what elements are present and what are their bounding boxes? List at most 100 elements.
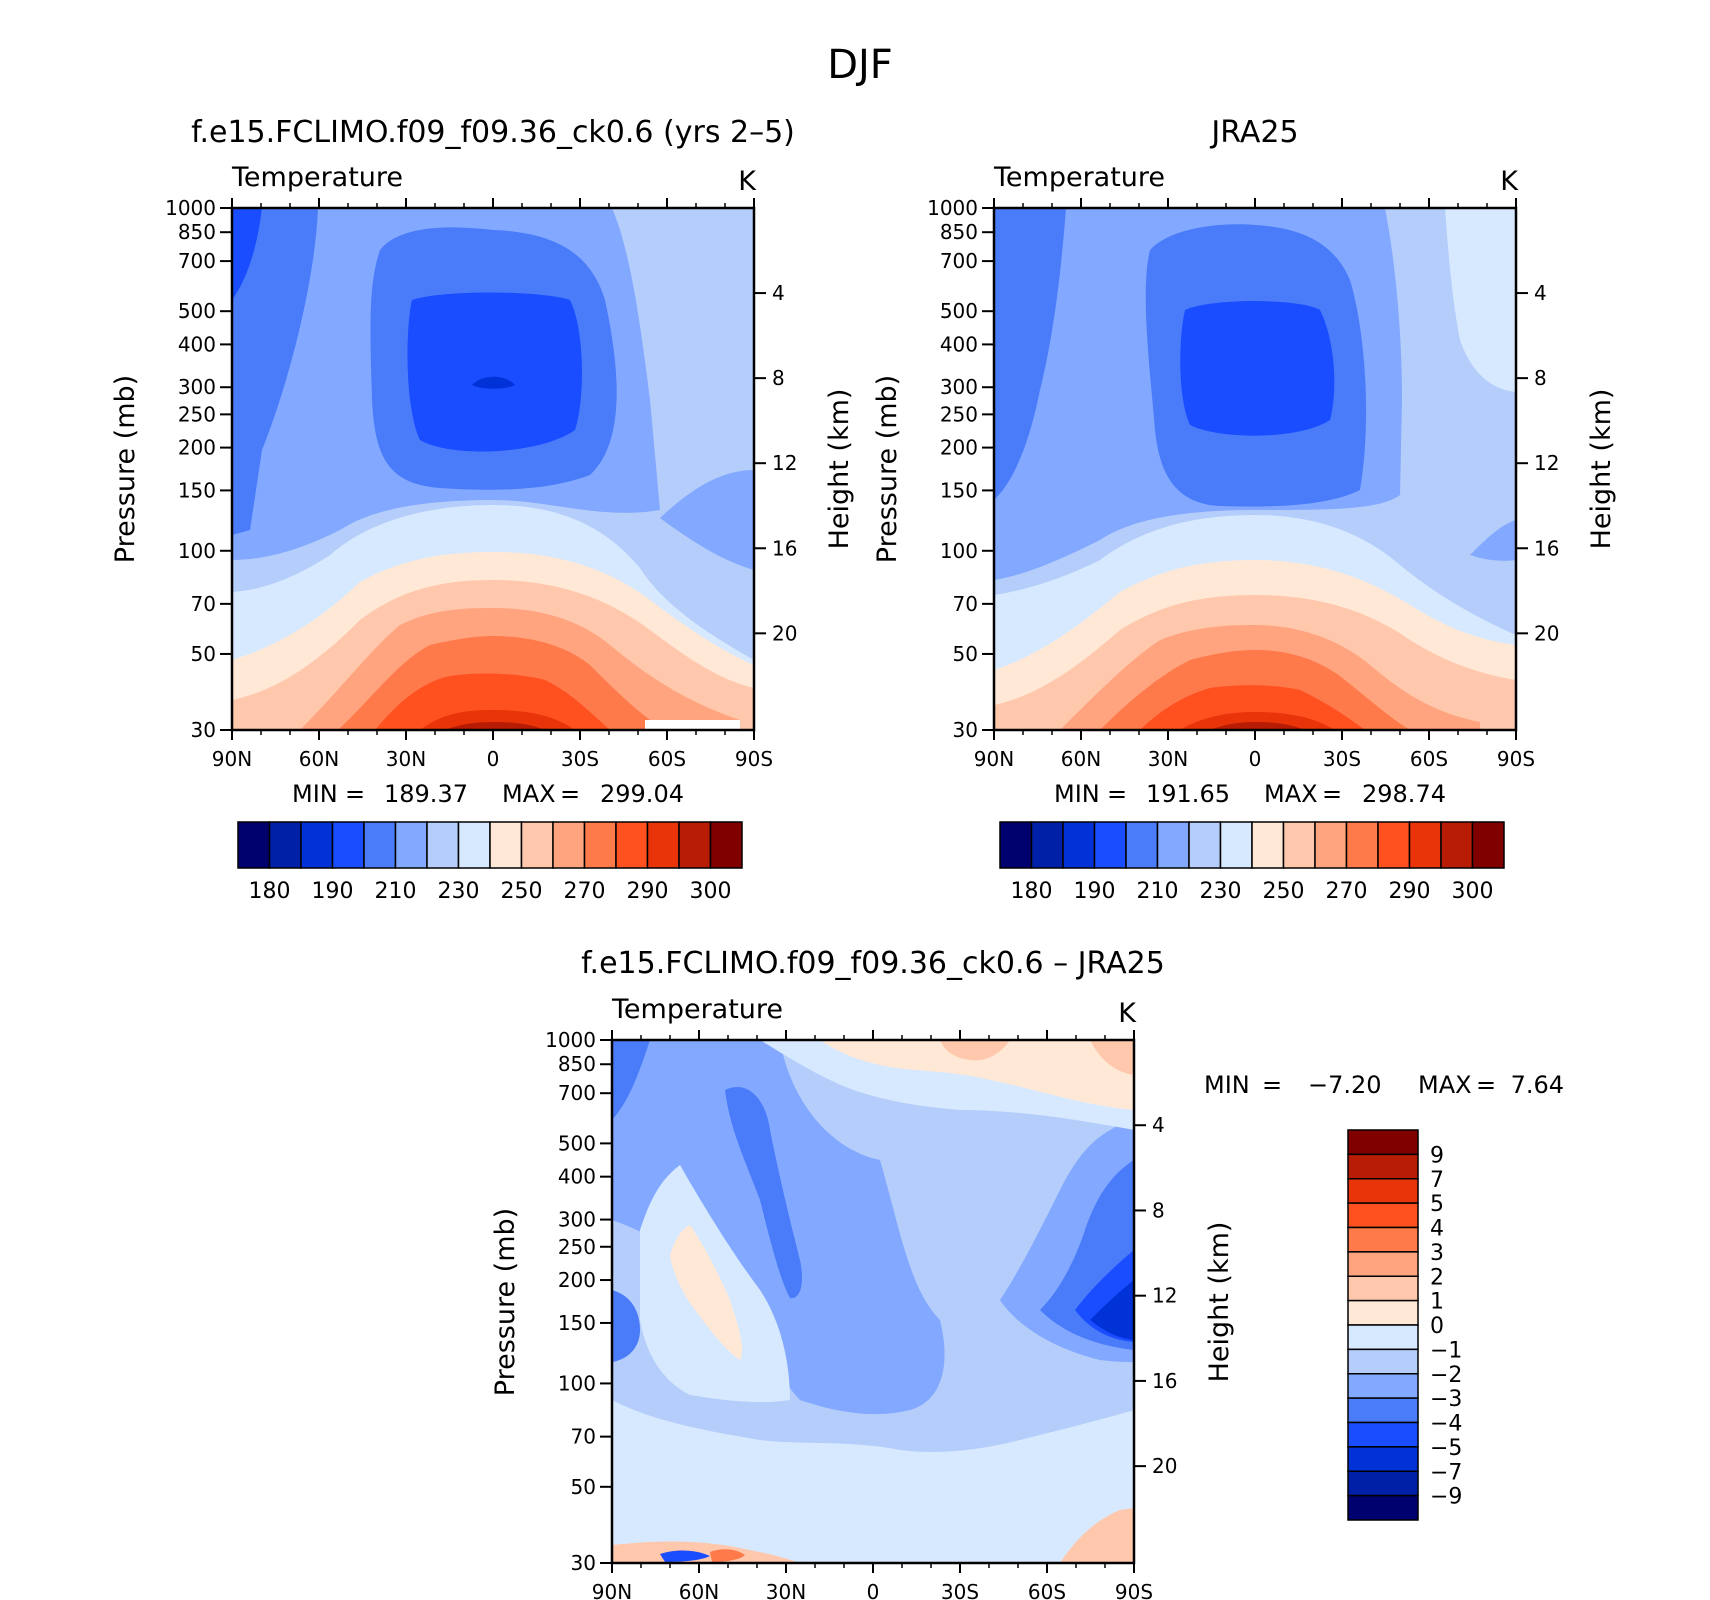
colorbar-swatch xyxy=(300,821,334,869)
y-tick-label: 850 xyxy=(178,220,216,244)
colorbar-swatch xyxy=(646,821,680,869)
band-280-290 xyxy=(375,673,610,730)
x-tick-label: 60S xyxy=(1028,1580,1066,1600)
colorbar-label: 9 xyxy=(1430,1143,1444,1168)
colorbar-label: 300 xyxy=(690,879,732,904)
stat-max-label: MAX xyxy=(1418,1071,1472,1099)
y-tick-label: 200 xyxy=(558,1268,596,1292)
y-tick-label: 200 xyxy=(178,436,216,460)
y2-tick-label: 12 xyxy=(1152,1284,1177,1308)
y2-tick-label: 20 xyxy=(1534,621,1559,645)
contour-field xyxy=(612,1040,1134,1563)
colorbar-label: −3 xyxy=(1430,1387,1462,1412)
colorbar-label: 190 xyxy=(312,879,354,904)
y-tick-label: 150 xyxy=(940,478,978,502)
colorbar-label: 230 xyxy=(438,879,480,904)
y-tick-label: 1000 xyxy=(545,1028,596,1052)
panel-title: f.e15.FCLIMO.f09_f09.36_ck0.6 – JRA25 xyxy=(581,946,1165,981)
colorbar-swatch xyxy=(1219,821,1253,869)
colorbar-swatch xyxy=(1347,1324,1419,1351)
colorbar-swatch xyxy=(1188,821,1222,869)
x-tick-label: 90N xyxy=(974,747,1014,771)
colorbar-swatch xyxy=(1347,1373,1419,1399)
colorbar-swatch xyxy=(1347,1299,1419,1326)
y2-tick-label: 8 xyxy=(1534,366,1547,390)
panel-model: f.e15.FCLIMO.f09_f09.36_ck0.6 (yrs 2–5) … xyxy=(110,115,855,904)
band-295-300 xyxy=(1210,722,1305,730)
colorbar-label: −9 xyxy=(1430,1485,1462,1510)
colorbar-1: 180 190 210 230 250 270 290 300 xyxy=(999,821,1505,904)
y-tick-label: 70 xyxy=(571,1425,596,1449)
axes-frame-1: 90N 60N 30N 0 30S 60S 90S 30 50 70 100 150 200 250 300… xyxy=(927,196,1559,771)
variable-label: Temperature xyxy=(231,162,403,193)
band-m3-m4-pole-low xyxy=(612,1290,640,1362)
colorbar-swatch xyxy=(1062,821,1096,869)
stat-min-label: MIN xyxy=(1054,780,1100,808)
colorbar-label: 3 xyxy=(1430,1241,1444,1266)
x-tick-label: 60N xyxy=(679,1580,719,1600)
band-210-220-sh xyxy=(660,470,754,570)
stat-min-value: 189.37 xyxy=(384,780,468,808)
colorbar-swatch xyxy=(331,821,365,869)
y2-axis-label: Height (km) xyxy=(824,389,855,550)
y-axis-label: Pressure (mb) xyxy=(110,375,141,563)
y-axis-label: Pressure (mb) xyxy=(490,1208,521,1396)
colorbar-swatch xyxy=(1282,821,1316,869)
colorbar-label: 5 xyxy=(1430,1192,1444,1217)
colorbar-swatch xyxy=(426,821,460,869)
colorbar-swatch xyxy=(457,821,491,869)
colorbar-swatch xyxy=(1347,1397,1419,1424)
stat-max-value: 7.64 xyxy=(1511,1071,1564,1099)
colorbar-swatch xyxy=(237,821,271,869)
x-tick-label: 30S xyxy=(561,747,599,771)
stat-eq-2: = xyxy=(1476,1071,1496,1099)
y-tick-label: 500 xyxy=(178,299,216,323)
stat-eq-2: = xyxy=(560,780,580,808)
colorbar-0: 180 190 210 230 250 270 290 300 xyxy=(237,821,743,904)
band-m3-m4-pole xyxy=(612,1040,650,1120)
contour-field xyxy=(994,208,1516,730)
x-tick-label: 0 xyxy=(1249,747,1262,771)
y2-tick-label: 16 xyxy=(1534,536,1559,560)
colorbar-swatch xyxy=(1471,821,1505,869)
y-tick-label: 500 xyxy=(940,299,978,323)
colorbar-label: 180 xyxy=(1011,879,1053,904)
colorbar-swatch xyxy=(268,821,302,869)
y2-tick-label: 8 xyxy=(1152,1198,1165,1222)
colorbar-label: 270 xyxy=(564,879,606,904)
missing-data-patch xyxy=(645,720,740,730)
colorbar-swatch xyxy=(363,821,397,869)
colorbar-swatch xyxy=(1347,1470,1419,1497)
colorbar-swatch xyxy=(1125,821,1159,869)
colorbar-swatch xyxy=(615,821,649,869)
variable-label: Temperature xyxy=(611,994,783,1025)
colorbar-swatch xyxy=(552,821,586,869)
panel-title: JRA25 xyxy=(1209,115,1298,150)
colorbar-swatch xyxy=(1377,821,1411,869)
y2-tick-label: 20 xyxy=(1152,1454,1177,1478)
colorbar-label: −7 xyxy=(1430,1460,1462,1485)
colorbar-swatch xyxy=(1408,821,1442,869)
y-tick-label: 150 xyxy=(558,1311,596,1335)
stat-max-label: MAX xyxy=(1264,780,1318,808)
y-tick-label: 30 xyxy=(953,718,978,742)
colorbar-swatch xyxy=(1347,1494,1419,1521)
colorbar-swatch xyxy=(1347,1446,1419,1472)
y-tick-label: 30 xyxy=(571,1551,596,1575)
y-tick-label: 50 xyxy=(191,642,216,666)
y-tick-label: 500 xyxy=(558,1131,596,1155)
x-tick-label: 90S xyxy=(1115,1580,1153,1600)
axes-frame-0: 90N 60N 30N 0 30S 60S 90S 30 50 70 100 150 200 250 300… xyxy=(165,196,797,771)
band-1-2-top xyxy=(940,1040,1010,1061)
colorbar-swatch xyxy=(1347,1251,1419,1277)
colorbar-swatch xyxy=(1156,821,1190,869)
stat-max-label: MAX xyxy=(502,780,556,808)
y-tick-label: 300 xyxy=(940,375,978,399)
y-axis-label: Pressure (mb) xyxy=(872,375,903,563)
colorbar-swatch xyxy=(489,821,523,869)
band-190-200 xyxy=(407,292,582,452)
colorbar-swatch xyxy=(1345,821,1379,869)
stat-min-value: 191.65 xyxy=(1146,780,1230,808)
